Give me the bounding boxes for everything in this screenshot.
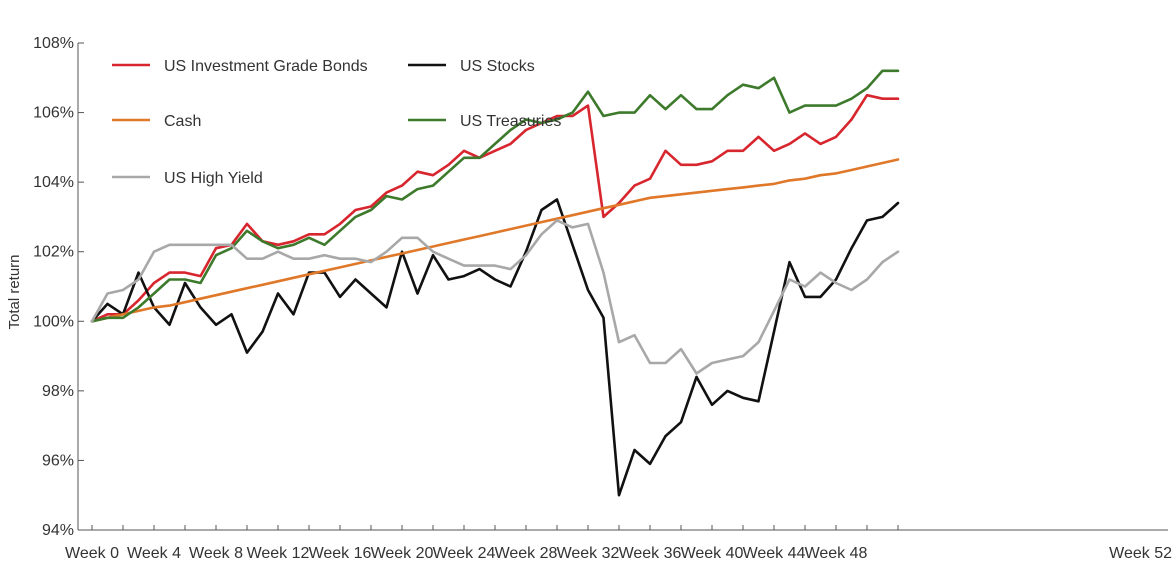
x-tick-label: Week 40 — [681, 545, 744, 562]
y-tick-label: 98% — [42, 383, 74, 400]
y-tick-label: 108% — [33, 35, 74, 52]
legend-label-us-investment-grade-bonds: US Investment Grade Bonds — [164, 58, 368, 75]
y-tick-label: 104% — [33, 174, 74, 191]
series-line-us-stocks — [90, 198, 900, 497]
y-axis-label: Total return — [6, 254, 23, 329]
legend-label-us-high-yield: US High Yield — [164, 170, 263, 187]
y-tick-label: 100% — [33, 313, 74, 330]
x-tick-label: Week 8 — [189, 545, 243, 562]
x-tick-label: Week 36 — [619, 545, 682, 562]
x-tick-label: Week 16 — [309, 545, 372, 562]
x-tick-label: Week 0 — [65, 545, 119, 562]
x-tick-label: Week 28 — [495, 545, 558, 562]
y-tick-label: 94% — [42, 522, 74, 539]
x-tick-label: Week 44 — [743, 545, 806, 562]
x-tick-label: Week 32 — [557, 545, 620, 562]
x-tick-label: Week 24 — [433, 545, 496, 562]
series-line-us-high-yield — [90, 219, 900, 375]
x-tick-label: Week 48 — [805, 545, 868, 562]
x-tick-label: Week 4 — [127, 545, 181, 562]
axes — [77, 43, 1168, 531]
legend-label-cash: Cash — [164, 113, 201, 130]
x-axis-ticks: Week 0 Week 4 Week 8 Week 12 Week 16 Week 20 W… — [65, 525, 1172, 562]
y-axis-ticks: 94% 96% 98% 100% 102% 104% 106% 108% — [33, 35, 84, 539]
series-lines — [90, 69, 900, 497]
legend-label-us-stocks: US Stocks — [460, 58, 535, 75]
x-tick-label: Week 52 — [1109, 545, 1172, 562]
y-tick-label: 96% — [42, 452, 74, 469]
series-line-cash — [90, 158, 900, 323]
y-tick-label: 106% — [33, 105, 74, 122]
y-tick-label: 102% — [33, 244, 74, 261]
x-tick-label: Week 12 — [247, 545, 310, 562]
series-line-us-treasuries — [90, 69, 900, 323]
legend: US Investment Grade Bonds US Stocks Cash US… — [112, 58, 561, 187]
x-tick-label: Week 20 — [371, 545, 434, 562]
legend-label-us-treasuries: US Treasuries — [460, 113, 561, 130]
